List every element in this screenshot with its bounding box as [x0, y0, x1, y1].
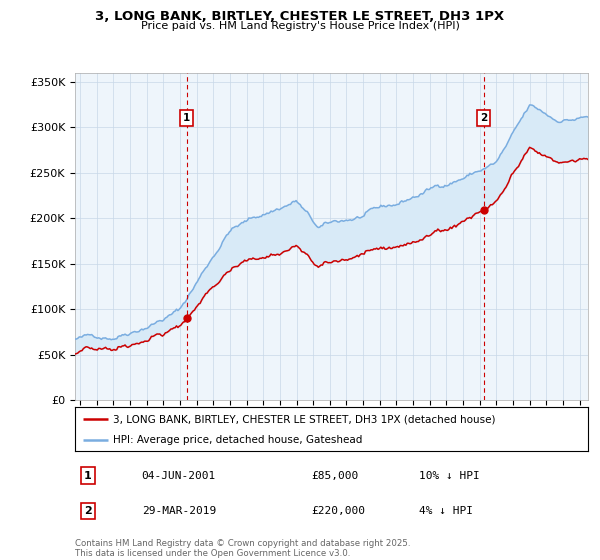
Text: 3, LONG BANK, BIRTLEY, CHESTER LE STREET, DH3 1PX (detached house): 3, LONG BANK, BIRTLEY, CHESTER LE STREET…	[113, 414, 496, 424]
Text: 2: 2	[480, 113, 487, 123]
Text: 2: 2	[84, 506, 92, 516]
Text: 1: 1	[184, 113, 191, 123]
Text: 1: 1	[84, 471, 92, 480]
Text: Price paid vs. HM Land Registry's House Price Index (HPI): Price paid vs. HM Land Registry's House …	[140, 21, 460, 31]
Text: 29-MAR-2019: 29-MAR-2019	[142, 506, 216, 516]
Text: Contains HM Land Registry data © Crown copyright and database right 2025.
This d: Contains HM Land Registry data © Crown c…	[75, 539, 410, 558]
Text: 04-JUN-2001: 04-JUN-2001	[142, 471, 216, 480]
Text: HPI: Average price, detached house, Gateshead: HPI: Average price, detached house, Gate…	[113, 435, 363, 445]
Text: 4% ↓ HPI: 4% ↓ HPI	[419, 506, 473, 516]
Text: 10% ↓ HPI: 10% ↓ HPI	[419, 471, 479, 480]
Text: 3, LONG BANK, BIRTLEY, CHESTER LE STREET, DH3 1PX: 3, LONG BANK, BIRTLEY, CHESTER LE STREET…	[95, 10, 505, 23]
Text: £220,000: £220,000	[311, 506, 365, 516]
Text: £85,000: £85,000	[311, 471, 358, 480]
